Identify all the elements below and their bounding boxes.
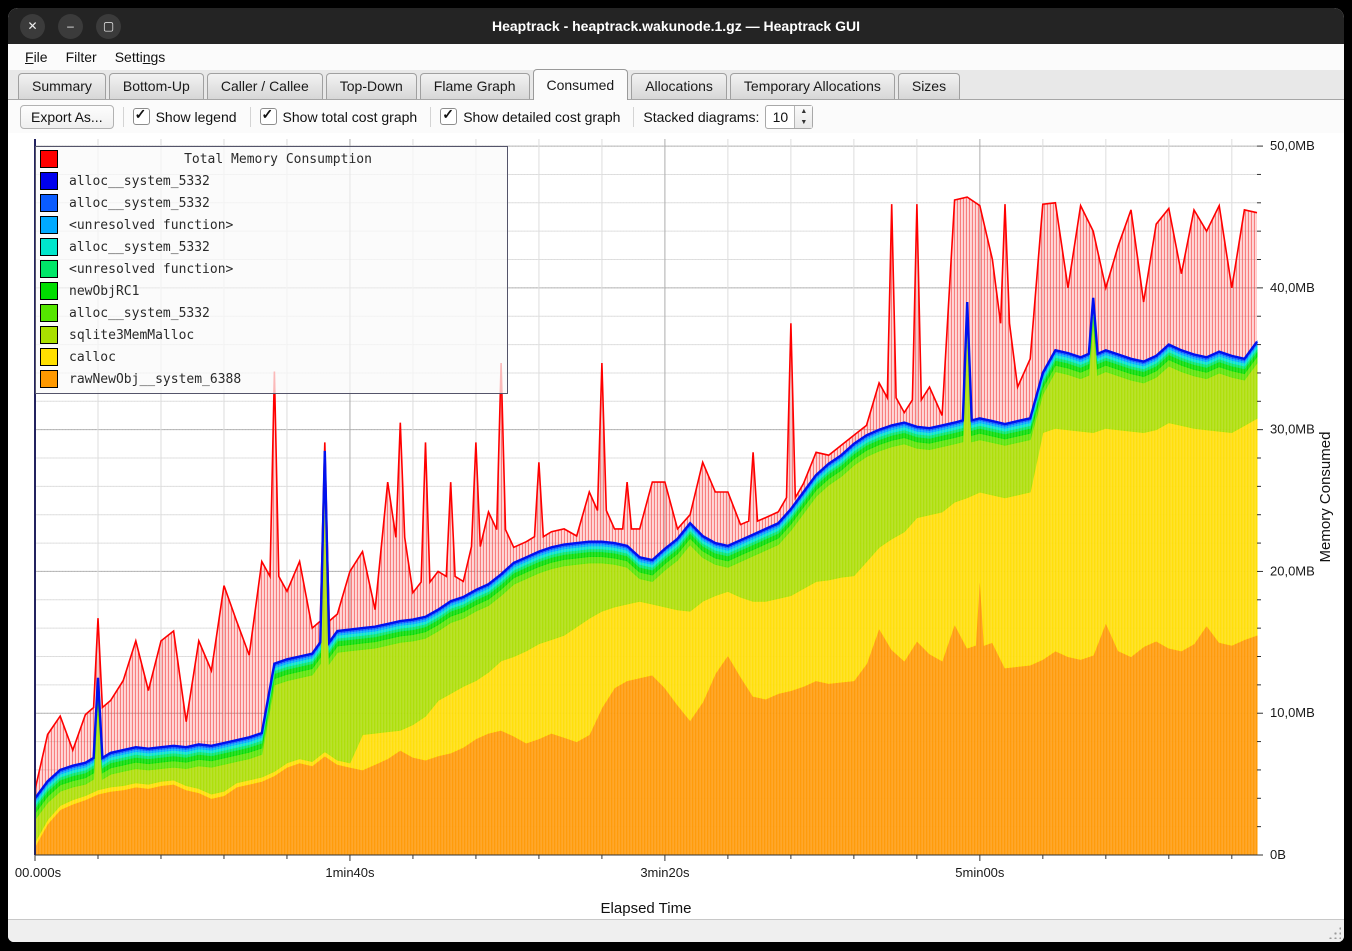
checkbox-label: Show total cost graph [282, 108, 418, 125]
chart-legend: Total Memory Consumption alloc__system_5… [35, 146, 508, 394]
x-tick-label: 3min20s [640, 865, 690, 880]
window-title: Heaptrack - heaptrack.wakunode.1.gz — He… [491, 18, 860, 34]
legend-swatch [40, 304, 58, 322]
y-tick-label: 50,0MB [1270, 138, 1315, 153]
spin-up-icon[interactable]: ▲ [800, 107, 808, 115]
legend-items: alloc__system_5332 alloc__system_5332 <unr… [36, 170, 507, 390]
x-tick-label: 5min00s [955, 865, 1005, 880]
legend-swatch [40, 172, 58, 190]
legend-title-row: Total Memory Consumption [36, 148, 507, 170]
stack-top-line [34, 297, 1258, 800]
legend-swatch [40, 326, 58, 344]
window-controls: ✕ – ▢ [20, 13, 121, 39]
legend-item-label: calloc [69, 349, 116, 365]
legend-item: newObjRC1 [36, 280, 507, 302]
close-icon[interactable]: ✕ [20, 13, 45, 39]
menubar: File Filter Settings [8, 44, 1344, 70]
tab-temporary-allocations[interactable]: Temporary Allocations [729, 73, 895, 99]
menu-file[interactable]: File [25, 49, 48, 65]
legend-item: alloc__system_5332 [36, 192, 507, 214]
show-detailed-cost-graph-checkbox[interactable]: Show detailed cost graph [440, 106, 621, 125]
legend-swatch [40, 216, 58, 234]
x-tick-label: 1min40s [325, 865, 375, 880]
legend-swatch [40, 238, 58, 256]
y-axis-title: Memory Consumed [1317, 432, 1334, 563]
titlebar: ✕ – ▢ Heaptrack - heaptrack.wakunode.1.g… [8, 8, 1344, 44]
chart-area: 00.000s 1min40s 3min20s 5min00s 0B 10,0MB 20,0… [8, 133, 1344, 919]
tab-flame-graph[interactable]: Flame Graph [419, 73, 530, 99]
y-tick-label: 30,0MB [1270, 422, 1315, 437]
legend-item: alloc__system_5332 [36, 236, 507, 258]
legend-swatch [40, 194, 58, 212]
y-tick-label: 10,0MB [1270, 705, 1315, 720]
legend-swatch [40, 282, 58, 300]
maximize-icon[interactable]: ▢ [96, 13, 121, 39]
legend-item-label: alloc__system_5332 [69, 305, 210, 321]
spinbox-buttons: ▲ ▼ [794, 105, 813, 128]
menu-filter[interactable]: Filter [65, 49, 97, 65]
legend-title: Total Memory Consumption [184, 151, 372, 167]
y-tick-label: 0B [1270, 847, 1286, 862]
checkbox-icon[interactable] [132, 106, 150, 125]
spin-down-icon[interactable]: ▼ [800, 118, 808, 126]
legend-swatch [40, 370, 58, 388]
legend-item-label: sqlite3MemMalloc [69, 327, 195, 343]
y-tick-label: 20,0MB [1270, 563, 1315, 578]
legend-item: alloc__system_5332 [36, 170, 507, 192]
checkbox-label: Show legend [155, 108, 237, 125]
tab-top-down[interactable]: Top-Down [325, 73, 417, 99]
legend-item-label: rawNewObj__system_6388 [69, 371, 242, 387]
axis-labels: 00.000s 1min40s 3min20s 5min00s 0B 10,0MB 20,0… [15, 138, 1334, 917]
legend-item: rawNewObj__system_6388 [36, 368, 507, 390]
legend-swatch [40, 150, 58, 168]
tab-allocations[interactable]: Allocations [631, 73, 727, 99]
y-tick-label: 40,0MB [1270, 280, 1315, 295]
toolbar-separator [633, 106, 635, 127]
legend-swatch [40, 260, 58, 278]
tab-bar: Summary Bottom-Up Caller / Callee Top-Do… [8, 69, 1344, 100]
toolbar-separator [249, 106, 251, 127]
menu-settings[interactable]: Settings [114, 49, 166, 65]
toolbar-separator [430, 106, 432, 127]
toolbar-separator [122, 106, 124, 127]
legend-item-label: <unresolved function> [69, 217, 234, 233]
legend-item: <unresolved function> [36, 214, 507, 236]
resize-grip-icon[interactable] [1328, 926, 1341, 939]
tab-sizes[interactable]: Sizes [897, 73, 961, 99]
tab-bottom-up[interactable]: Bottom-Up [108, 73, 204, 99]
checkbox-icon[interactable] [440, 106, 458, 125]
legend-item-label: newObjRC1 [69, 283, 140, 299]
tab-summary[interactable]: Summary [18, 73, 106, 99]
legend-item-label: alloc__system_5332 [69, 195, 210, 211]
export-as-button[interactable]: Export As... [20, 104, 114, 129]
x-axis-title: Elapsed Time [601, 900, 692, 917]
legend-item-label: alloc__system_5332 [69, 173, 210, 189]
spinbox-value[interactable]: 10 [772, 108, 789, 125]
legend-item-label: <unresolved function> [69, 261, 234, 277]
legend-item-label: alloc__system_5332 [69, 239, 210, 255]
stacked-diagrams-label: Stacked diagrams: [643, 108, 760, 125]
tab-caller-callee[interactable]: Caller / Callee [206, 73, 323, 99]
stacked-diagrams-spinbox[interactable]: 10 ▲ ▼ [765, 104, 814, 129]
show-total-cost-graph-checkbox[interactable]: Show total cost graph [259, 106, 418, 125]
minimize-icon[interactable]: – [58, 13, 83, 39]
toolbar: Export As... Show legend Show total cost… [8, 100, 1344, 133]
legend-swatch [40, 348, 58, 366]
tab-consumed[interactable]: Consumed [532, 69, 629, 100]
total-consumption-line [34, 196, 1258, 790]
checkbox-label: Show detailed cost graph [463, 108, 621, 125]
legend-item: sqlite3MemMalloc [36, 324, 507, 346]
show-legend-checkbox[interactable]: Show legend [132, 106, 237, 125]
x-tick-label: 00.000s [15, 865, 62, 880]
checkbox-icon[interactable] [259, 106, 277, 125]
legend-item: alloc__system_5332 [36, 302, 507, 324]
heaptrack-window: ✕ – ▢ Heaptrack - heaptrack.wakunode.1.g… [8, 8, 1344, 942]
legend-item: calloc [36, 346, 507, 368]
legend-item: <unresolved function> [36, 258, 507, 280]
status-bar [8, 919, 1344, 942]
